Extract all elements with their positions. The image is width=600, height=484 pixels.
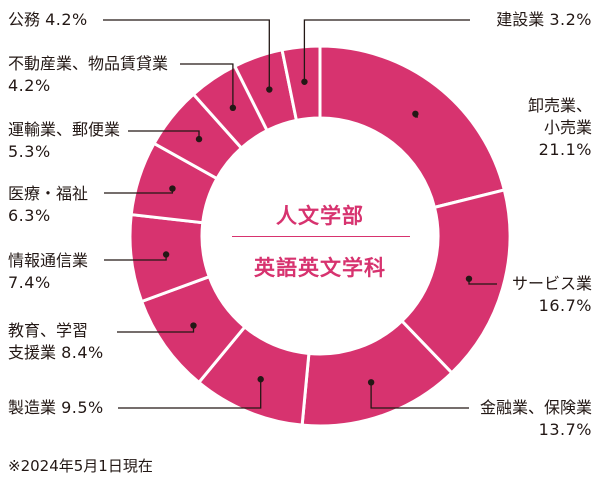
label-information-communication: 情報通信業 7.4% [8,251,89,292]
leader-dot-medical-welfare [169,185,176,192]
center-subtitle: 英語英文学科 [254,256,386,280]
leader-dot-finance-insurance [367,379,375,386]
label-public-service: 公務 4.2% [8,10,88,29]
leader-line-manufacturing [118,379,262,409]
slice-wholesale-retail [318,44,507,210]
label-wholesale-retail: 卸売業、 小売業 21.1% [527,96,592,159]
leader-line-finance-insurance [370,382,469,409]
label-transport-postal: 運輸業、郵便業 5.3% [8,120,121,161]
leader-dot-construction [301,78,308,85]
leader-dot-transport-postal [195,135,203,143]
center-title: 人文学部 [276,204,364,228]
leader-line-public-service [103,19,270,90]
label-finance-insurance: 金融業、保険業 13.7% [479,398,592,439]
leader-dot-information-communication [162,251,170,258]
leader-dot-wholesale-retail [412,110,419,118]
leader-dot-service [465,275,473,282]
label-education: 教育、学習 支援業 8.4% [8,321,104,362]
date-note: ※2024年5月1日現在 [8,457,153,475]
label-construction: 建設業 3.2% [496,10,592,29]
center-divider [232,236,410,237]
label-medical-welfare: 医療・福祉 6.3% [8,184,89,225]
leader-dot-public-service [266,86,273,93]
leader-line-real-estate [180,63,234,108]
label-manufacturing: 製造業 9.5% [8,398,104,417]
slice-construction [280,44,322,123]
leader-line-construction [303,19,470,82]
leader-dot-real-estate [229,104,237,112]
leader-dot-manufacturing [257,376,264,383]
label-real-estate: 不動産業、物品賃貸業 4.2% [8,54,169,95]
leader-dot-education [190,322,197,329]
label-service: サービス業 16.7% [511,274,592,315]
